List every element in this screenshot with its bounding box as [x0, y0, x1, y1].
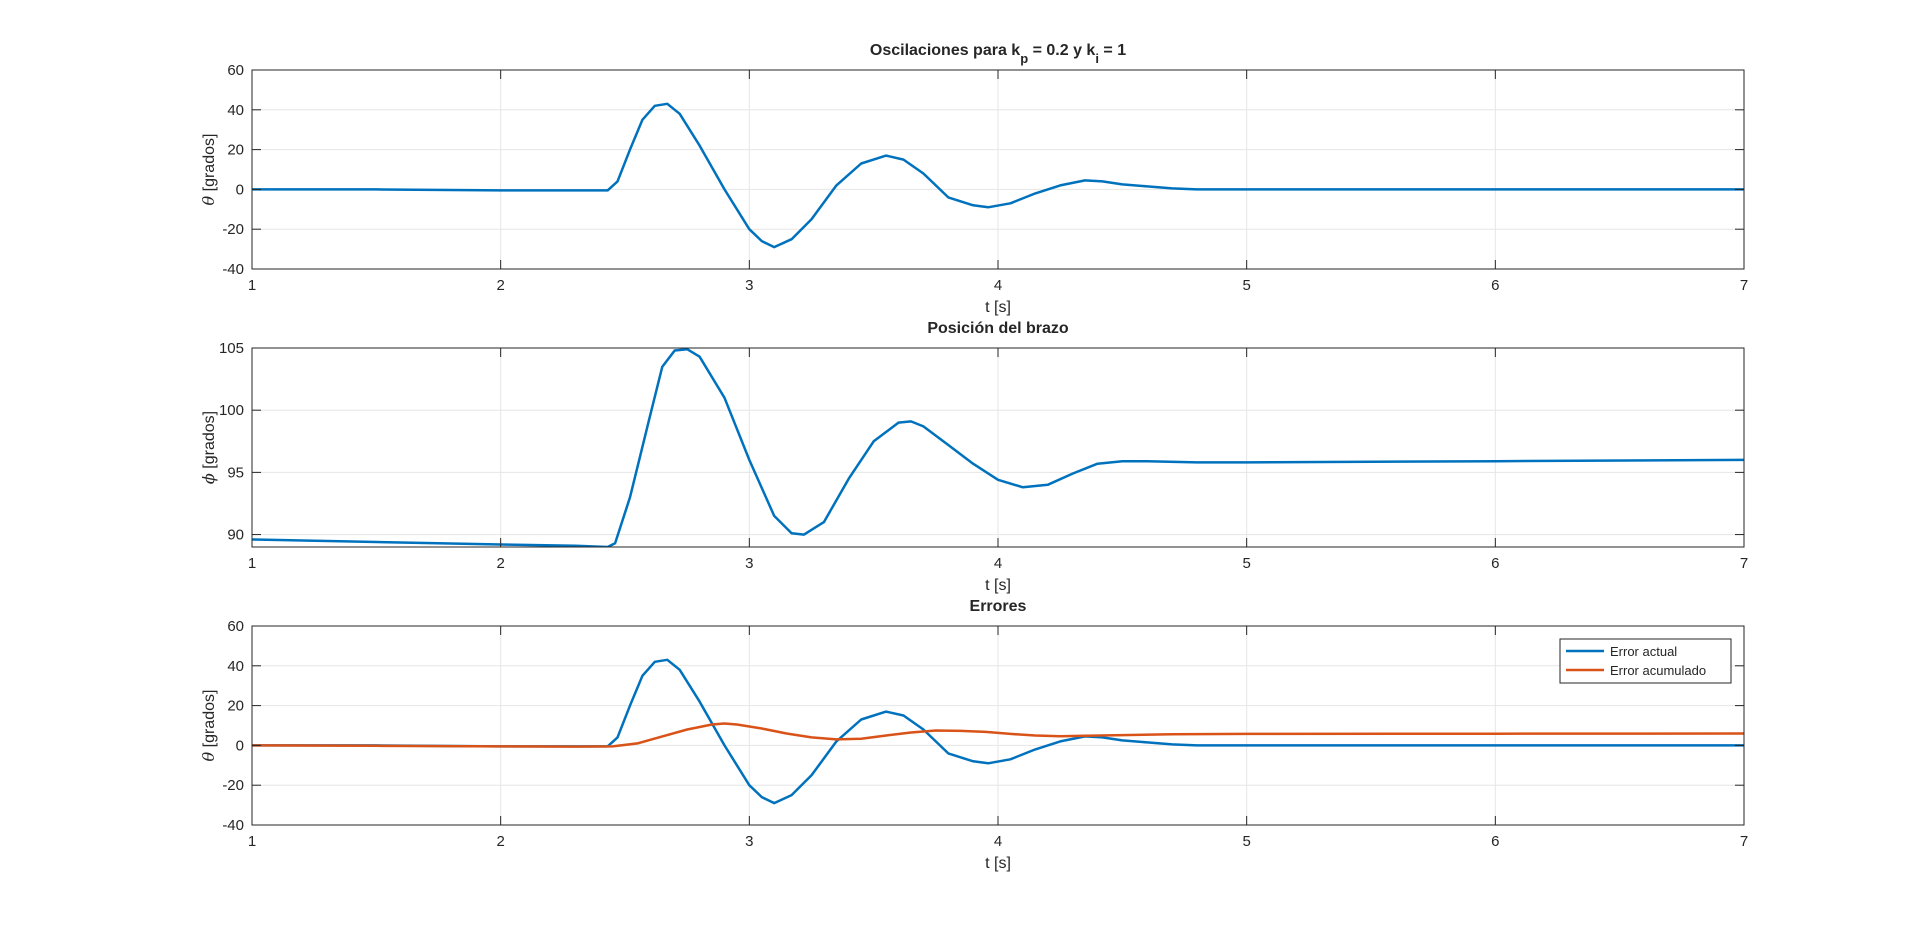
- y-tick-label: -40: [222, 817, 244, 834]
- x-tick-label: 3: [745, 833, 753, 850]
- y-tick-label: 95: [227, 464, 244, 481]
- y-tick-label: 0: [236, 737, 244, 754]
- series-line-error-acumulado: [252, 722, 1744, 748]
- x-tick-label: 7: [1740, 555, 1748, 572]
- y-tick-label: 90: [227, 527, 244, 544]
- x-tick-label: 2: [496, 833, 504, 850]
- title-text: Errores: [970, 598, 1027, 615]
- series-line: [252, 348, 1744, 547]
- y-tick-label: 40: [227, 102, 244, 119]
- x-tick-label: 1: [248, 277, 256, 294]
- y-tick-label: -40: [222, 261, 244, 278]
- title-text: = 0.2 y k: [1028, 42, 1095, 59]
- series-line-error-actual: [252, 658, 1744, 805]
- subplot-title: Oscilaciones para kp = 0.2 y ki = 1: [870, 42, 1126, 66]
- x-tick-label: 1: [248, 833, 256, 850]
- x-axis-label: t [s]: [985, 577, 1011, 594]
- x-tick-label: 5: [1242, 277, 1250, 294]
- x-tick-label: 2: [496, 277, 504, 294]
- title-subscript: p: [1020, 51, 1028, 66]
- series-line: [252, 102, 1744, 249]
- x-axis-label: t [s]: [985, 299, 1011, 316]
- x-tick-label: 5: [1242, 555, 1250, 572]
- legend-entry: Error acumulado: [1610, 663, 1706, 678]
- y-tick-label: 20: [227, 698, 244, 715]
- y-axis-symbol: ϕ: [199, 473, 218, 484]
- legend: Error actual Error acumulado: [1559, 638, 1732, 684]
- x-tick-label: 4: [994, 277, 1002, 294]
- title-text: Posición del brazo: [927, 320, 1069, 337]
- title-subscript: i: [1095, 51, 1099, 66]
- y-tick-label: -20: [222, 777, 244, 794]
- x-tick-label: 3: [745, 277, 753, 294]
- title-text: Oscilaciones para k: [870, 42, 1020, 59]
- x-tick-label: 4: [994, 833, 1002, 850]
- y-tick-label: -20: [222, 221, 244, 238]
- title-text: = 1: [1099, 42, 1126, 59]
- x-tick-label: 2: [496, 555, 504, 572]
- subplot-1: 1 2 3 4 5 6 7 -40 -20 0 20 40 60 t [s] θ [grados] Oscil…: [199, 42, 1748, 316]
- y-tick-label: 20: [227, 142, 244, 159]
- y-tick-label: 60: [227, 618, 244, 635]
- x-tick-label: 6: [1491, 833, 1499, 850]
- legend-box: [1559, 638, 1732, 684]
- x-tick-label: 3: [745, 555, 753, 572]
- y-axis-unit: [grados]: [201, 690, 218, 752]
- y-tick-label: 0: [236, 181, 244, 198]
- y-axis-symbol: θ: [199, 751, 218, 761]
- subplot-title: Posición del brazo: [927, 320, 1069, 337]
- subplot-3: 1 2 3 4 5 6 7 -40 -20 0 20 40 60 t [s] θ [grados] Error…: [199, 598, 1748, 872]
- x-tick-label: 6: [1491, 555, 1499, 572]
- x-tick-label: 6: [1491, 277, 1499, 294]
- y-axis-unit: [grados]: [201, 411, 218, 473]
- subplot-2: 1 2 3 4 5 6 7 90 95 100 105 t [s] ϕ [grados] Posición…: [199, 320, 1748, 594]
- x-axis-label: t [s]: [985, 855, 1011, 872]
- x-tick-label: 5: [1242, 833, 1250, 850]
- x-tick-label: 7: [1740, 833, 1748, 850]
- y-tick-label: 105: [219, 340, 244, 357]
- y-axis-label: θ [grados]: [199, 690, 218, 762]
- y-tick-label: 100: [219, 402, 244, 419]
- y-axis-unit: [grados]: [201, 134, 218, 196]
- y-axis-label: θ [grados]: [199, 134, 218, 206]
- y-tick-label: 60: [227, 62, 244, 79]
- subplot-title: Errores: [970, 598, 1027, 615]
- x-tick-label: 4: [994, 555, 1002, 572]
- y-axis-label: ϕ [grados]: [199, 411, 218, 484]
- y-axis-symbol: θ: [199, 195, 218, 205]
- x-tick-label: 1: [248, 555, 256, 572]
- x-tick-label: 7: [1740, 277, 1748, 294]
- legend-entry: Error actual: [1610, 644, 1677, 659]
- y-tick-label: 40: [227, 658, 244, 675]
